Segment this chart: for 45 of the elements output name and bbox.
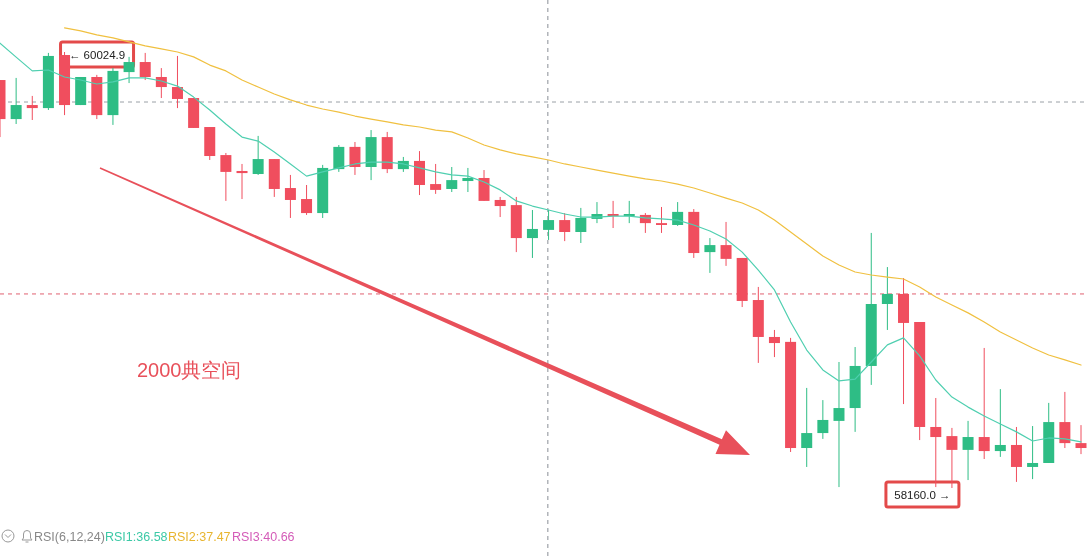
candlestick [139, 52, 151, 81]
candlestick [1075, 424, 1087, 455]
candlestick [994, 388, 1006, 458]
candlestick [462, 167, 474, 193]
text: RSI1:36.58 [105, 530, 168, 544]
candlestick [10, 77, 22, 125]
candlestick [446, 166, 458, 193]
candlestick [301, 184, 313, 216]
candlestick [1027, 425, 1039, 480]
text: 58160.0 → [894, 488, 951, 501]
candlestick [349, 141, 361, 176]
candlestick [817, 399, 829, 440]
candlestick [1059, 391, 1071, 449]
candlestick [171, 55, 183, 109]
candlestick [236, 163, 248, 200]
candlestick [526, 209, 538, 259]
candlestick [881, 266, 893, 331]
candlestick [768, 329, 780, 358]
candlestick [801, 387, 813, 468]
candlestick [26, 95, 38, 121]
candlestick [946, 427, 958, 489]
candlestick [720, 221, 732, 267]
candlestick [123, 56, 135, 84]
candlestick [559, 212, 571, 242]
text: RSI2:37.47 [168, 530, 231, 544]
text: RSI3:40.66 [232, 530, 295, 544]
candlestick [833, 361, 845, 488]
candlestick [575, 207, 587, 244]
candlestick [494, 196, 506, 218]
candlestick [220, 152, 232, 202]
candlestick [252, 135, 264, 176]
candlestick [704, 237, 716, 274]
candlestick [284, 174, 296, 219]
candlestick [656, 206, 668, 234]
candlestick [1010, 426, 1022, 483]
candlestick [978, 347, 990, 460]
candlestick [962, 420, 974, 481]
candlestick [430, 163, 442, 195]
candlestick [478, 169, 490, 202]
candlestick [543, 209, 555, 241]
annotation: 2000典空间 [137, 359, 242, 381]
annotation: ← 60024.9 [68, 48, 126, 61]
text: RSI(6,12,24) [34, 530, 105, 544]
candlestick [333, 144, 345, 173]
candlestick [930, 397, 942, 488]
